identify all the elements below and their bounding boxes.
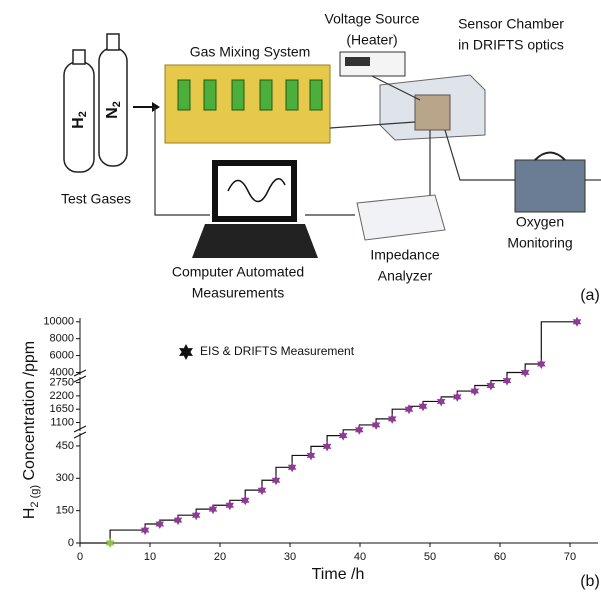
valve [107,34,119,50]
display [345,57,370,66]
x-axis-label: Time /h [312,566,365,583]
connector [445,130,515,180]
y-tick-label: 4000 [50,366,74,378]
x-tick-label: 70 [564,551,576,563]
diagram-label: Gas Mixing System [190,44,311,60]
legend-marker [179,344,193,360]
diagram-label: in DRIFTS optics [458,37,564,53]
y-tick-label: 10000 [43,316,74,328]
x-tick-label: 20 [214,551,226,563]
screen [218,166,291,216]
y-tick-label: 1100 [50,416,74,428]
y-tick-label: 300 [56,472,74,484]
y-label-rest: Concentration /ppm [21,341,38,485]
y-tick-label: 6000 [50,349,74,361]
gas-subscript: 2 [77,111,89,117]
x-tick-label: 40 [354,551,366,563]
diagram-label: Computer Automated [172,264,304,280]
mfc [204,80,216,110]
arrowhead [152,102,160,112]
diagram-label: Monitoring [507,235,572,251]
panel-label: (a) [580,287,600,304]
diagram-label: (Heater) [346,32,397,48]
diagram-label: Sensor Chamber [458,16,564,32]
panel-label: (b) [580,573,600,590]
diagram-label: Analyzer [378,268,433,284]
mfc [260,80,272,110]
x-tick-label: 10 [144,551,156,563]
laptop-keyboard [192,224,318,258]
y-tick-label: 0 [68,537,74,549]
diagram-label: Oxygen [516,214,564,230]
y-tick-label: 8000 [50,333,74,345]
gas-name: H [70,117,87,129]
gas-subscript: 2 [111,101,123,107]
x-tick-label: 0 [77,551,83,563]
y-tick-label: 150 [56,505,74,517]
x-tick-label: 50 [424,551,436,563]
y-axis-label: H2 (g) Concentration /ppm [21,341,41,519]
valve [73,50,85,64]
y-tick-label: 2200 [50,390,74,402]
diagram-label: Voltage Source [325,11,420,27]
mfc [286,80,298,110]
mfc [232,80,244,110]
sensor-chamber [415,95,450,130]
mfc [310,80,322,110]
mfc [178,80,190,110]
y-tick-label: 1650 [50,403,74,415]
oxygen-monitor [515,160,585,212]
gas-name: N [104,107,121,119]
x-tick-label: 30 [284,551,296,563]
step-segment [541,322,577,364]
handle [535,153,565,161]
diagram-label: Measurements [192,285,285,301]
impedance-analyzer [357,195,445,240]
y-label-base: H [21,508,38,520]
y-tick-label: 450 [56,440,74,452]
x-tick-label: 60 [494,551,506,563]
y-label-sub: 2 (g) [29,485,41,508]
legend-label: EIS & DRIFTS Measurement [200,344,355,358]
step-segment [110,530,145,543]
figure: 0102030405060700150300450110016502200275… [0,0,601,594]
diagram-label: Test Gases [61,191,131,207]
diagram-label: Impedance [370,247,439,263]
